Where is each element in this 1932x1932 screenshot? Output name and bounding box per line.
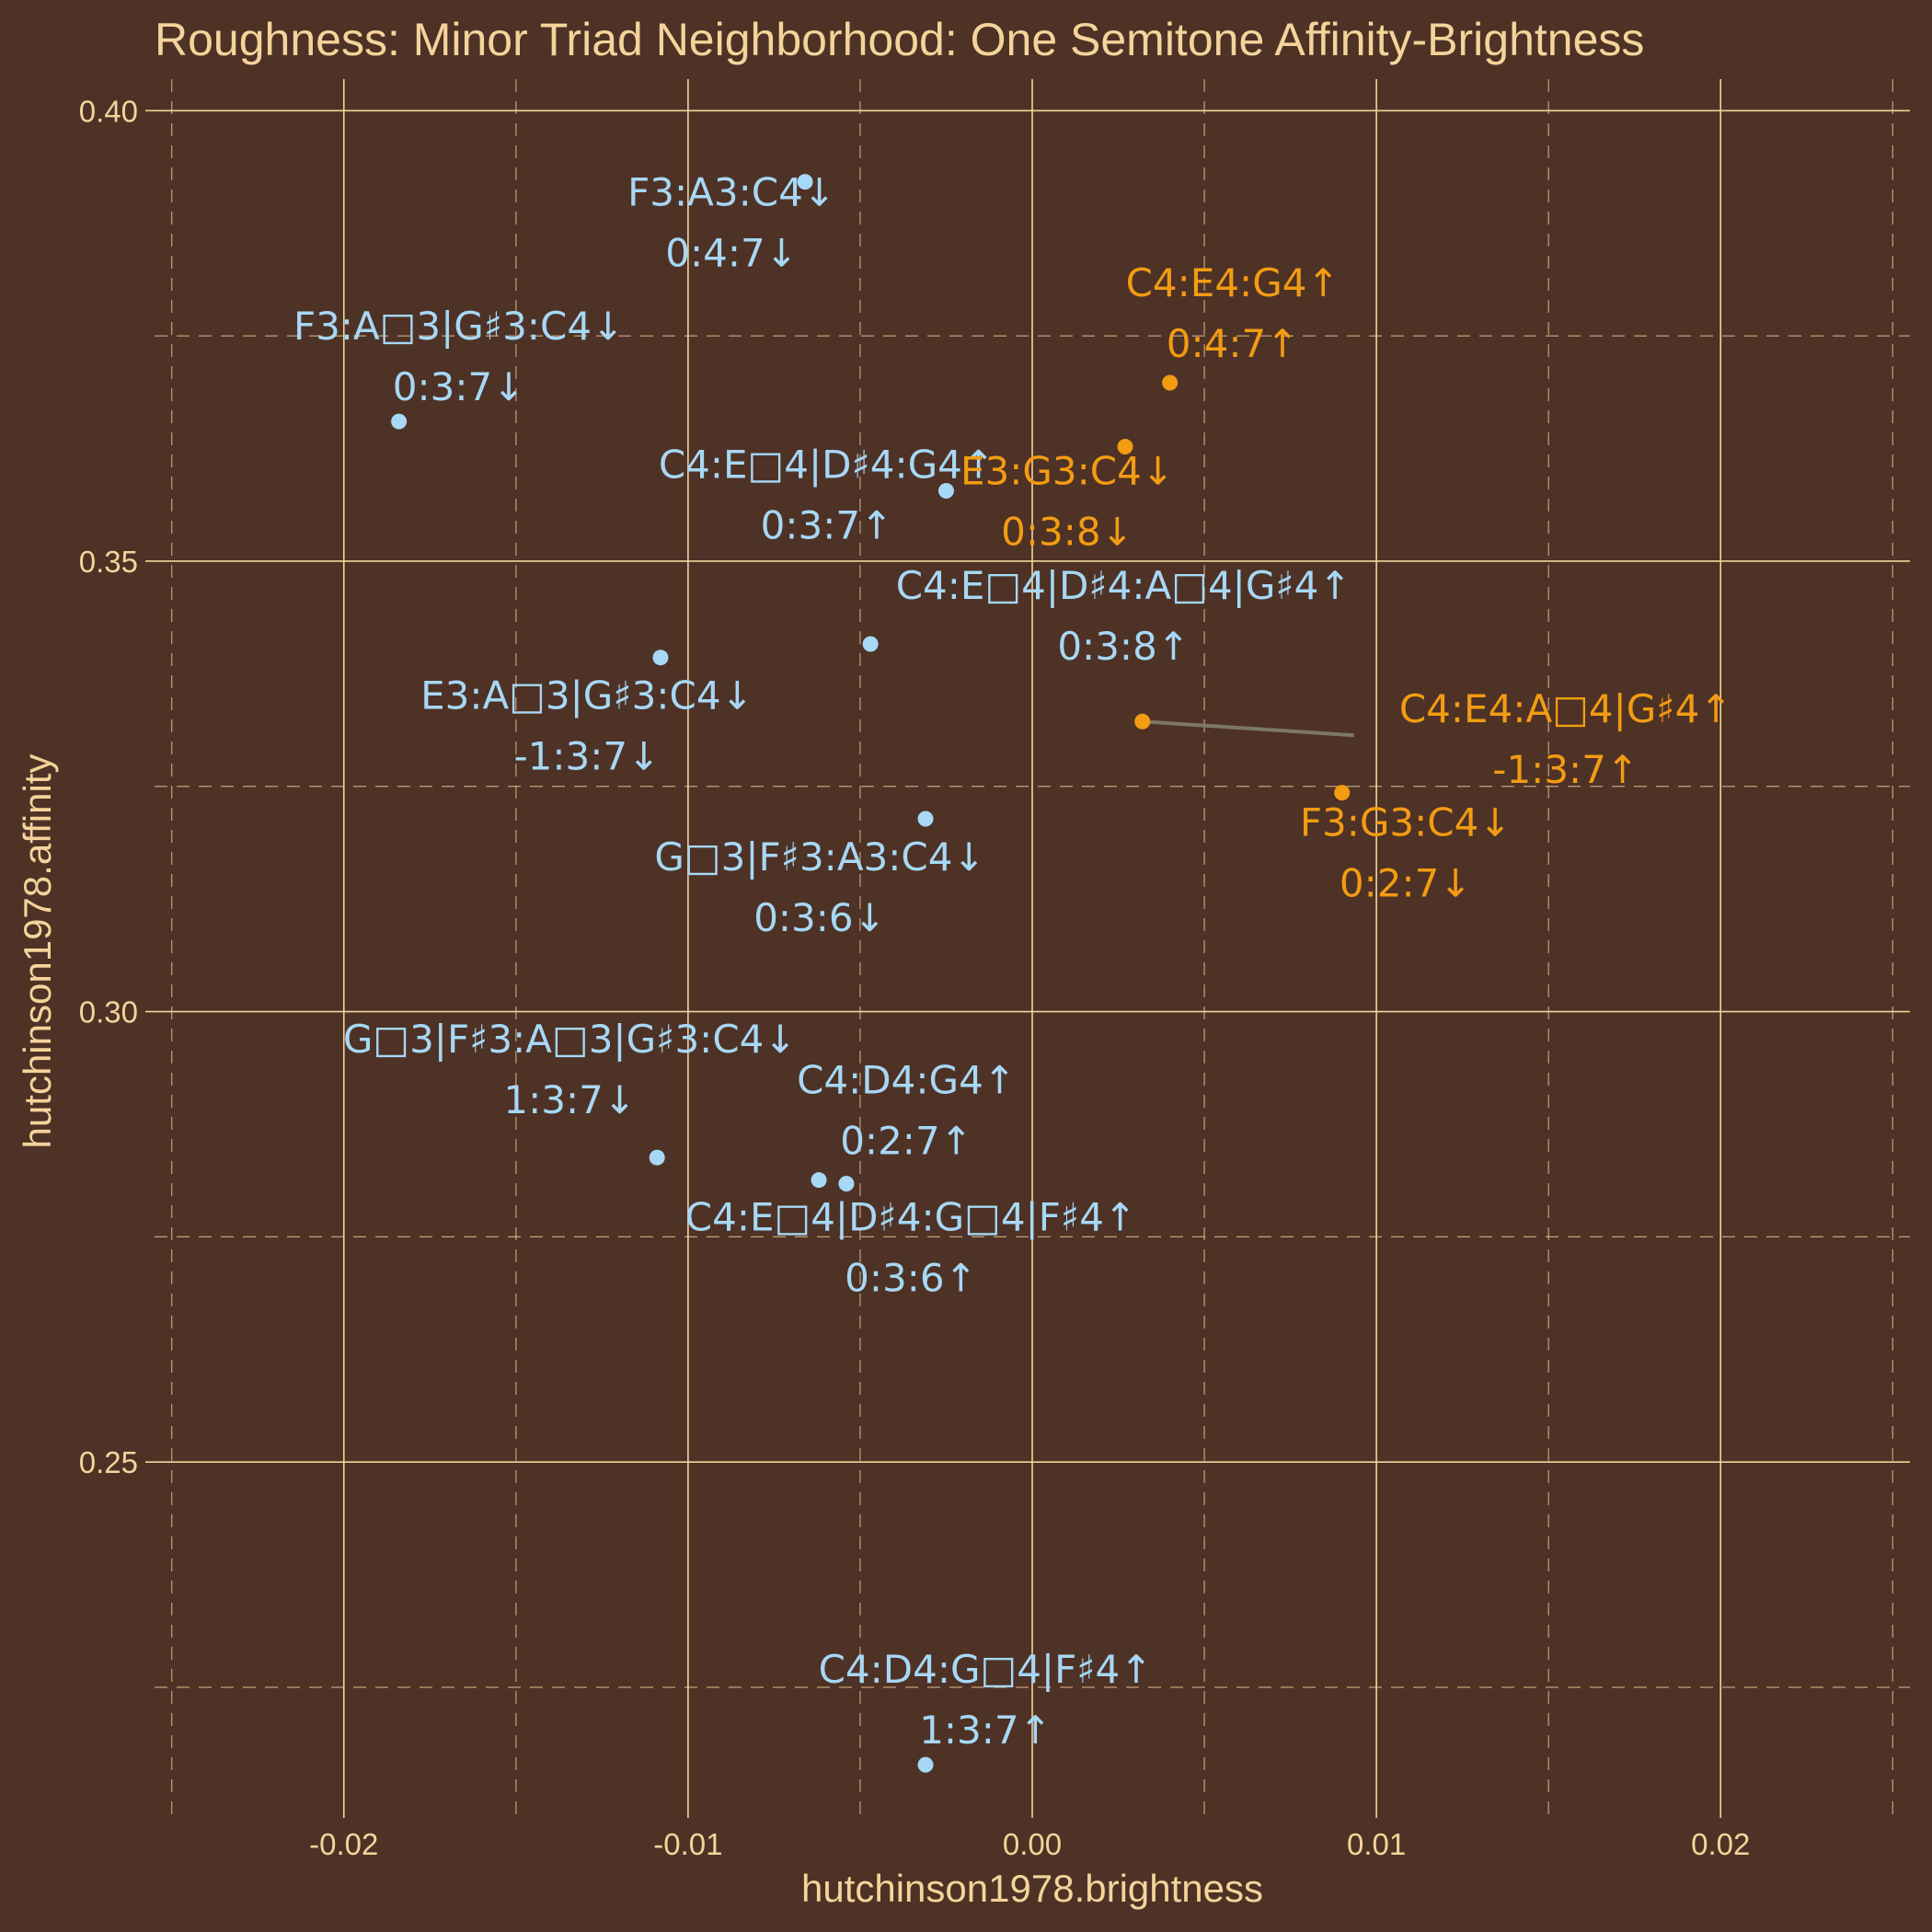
y-tick-label: 0.30 [79,995,138,1029]
point-label-intervals: 0:3:8↑ [1057,624,1190,669]
data-point [917,811,934,827]
point-label-chord: E3:G3:C4↓ [960,449,1174,494]
point-labels: F3:A3:C4↓ 0:4:7↓ F3:A□3|G♯3:C4↓ 0:3:7↓ C4:E□… [293,170,1732,1754]
point-label-intervals: -1:3:7↓ [514,734,661,779]
data-point [1334,785,1351,801]
point-label-chord: C4:D4:G4↑ [797,1058,1016,1103]
data-point [838,1176,855,1192]
point-label-intervals: 0:2:7↓ [1340,861,1472,906]
point-label-chord: F3:A□3|G♯3:C4↓ [293,304,624,349]
label-connectors [1142,719,1354,738]
y-axis-title: hutchinson1978.affinity [16,754,59,1149]
point-label-chord: G□3|F♯3:A3:C4↓ [654,834,984,880]
x-tick-label: 0.01 [1347,1827,1406,1861]
x-tick-label: -0.02 [309,1827,378,1861]
data-point [652,650,669,666]
label-connector [1142,719,1354,738]
point-label-chord: C4:E4:G4↑ [1126,260,1340,305]
point-label-chord: C4:E4:A□4|G♯4↑ [1399,686,1732,731]
data-point [1134,713,1151,730]
x-tick-label: -0.01 [653,1827,722,1861]
point-label-intervals: 0:2:7↑ [840,1119,972,1164]
data-point [937,483,954,500]
axis-ticks: -0.02 -0.01 0.00 0.01 0.02 0.25 0.30 0.35 0.40 [79,94,1751,1861]
point-label-chord: F3:A3:C4↓ [627,170,835,215]
x-axis-title: hutchinson1978.brightness [801,1867,1263,1910]
point-label-chord: F3:G3:C4↓ [1300,800,1512,845]
point-label-intervals: 0:4:7↓ [665,231,798,276]
point-label-intervals: 0:3:6↓ [753,895,886,940]
y-tick-label: 0.25 [79,1445,138,1479]
point-label-intervals: 1:3:7↑ [919,1708,1052,1753]
point-label-chord: C4:E□4|D♯4:G4↑ [659,443,995,488]
point-label-intervals: -1:3:7↑ [1492,747,1639,792]
data-point [811,1172,827,1189]
point-label-intervals: 0:3:7↑ [761,503,893,548]
chart-title: Roughness: Minor Triad Neighborhood: One… [155,14,1644,65]
point-label-chord: C4:E□4|D♯4:G□4|F♯4↑ [685,1195,1136,1240]
x-tick-label: 0.00 [1003,1827,1062,1861]
point-label-chord: C4:D4:G□4|F♯4↑ [819,1647,1153,1692]
data-point [797,174,813,190]
point-label-intervals: 0:3:8↓ [1001,510,1133,555]
point-label-chord: E3:A□3|G♯3:C4↓ [420,673,753,719]
data-point [391,413,408,430]
grid [155,79,1910,1818]
point-label-chord: G□3|F♯3:A□3|G♯3:C4↓ [343,1017,797,1062]
data-points [391,174,1351,1773]
data-point [1162,374,1179,391]
data-point [917,1756,934,1773]
x-tick-label: 0.02 [1691,1827,1750,1861]
point-label-intervals: 0:3:6↑ [845,1256,977,1301]
data-point [1117,439,1133,455]
point-label-intervals: 0:3:7↓ [393,364,525,409]
point-label-intervals: 0:4:7↑ [1167,321,1299,366]
y-tick-label: 0.40 [79,94,138,128]
data-point [862,636,879,652]
point-label-chord: C4:E□4|D♯4:A□4|G♯4↑ [896,563,1351,608]
y-tick-label: 0.35 [79,545,138,579]
point-label-intervals: 1:3:7↓ [503,1077,636,1122]
data-point [649,1149,665,1166]
